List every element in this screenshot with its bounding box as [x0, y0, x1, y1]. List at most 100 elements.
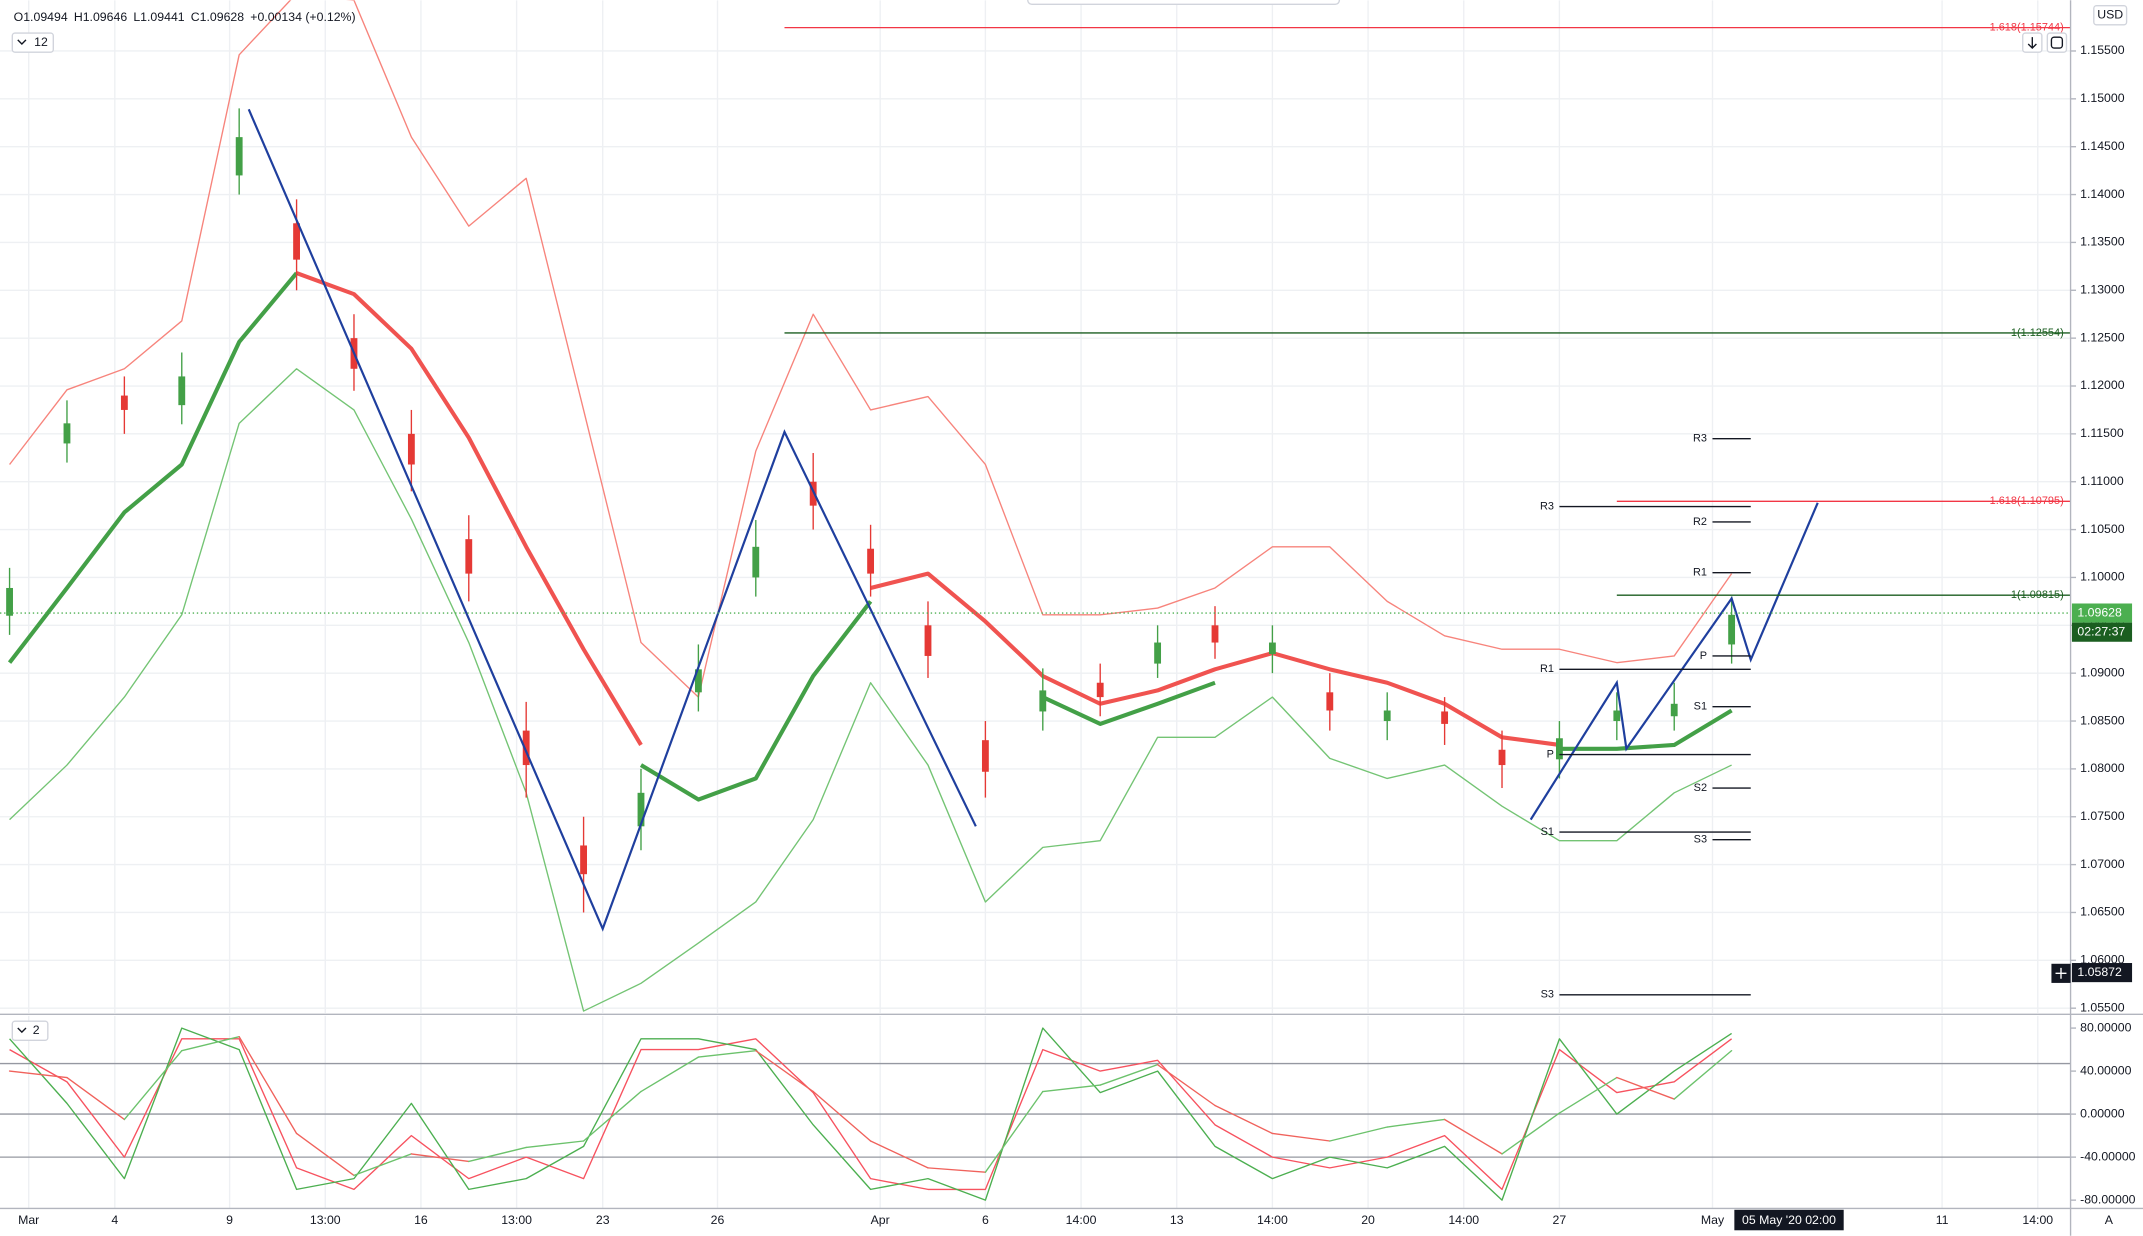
oscillator-segment [353, 1153, 413, 1177]
oscillator-segment [8, 1070, 68, 1079]
series-line [7, 271, 1733, 802]
last-price-label: 1.09628 [2077, 605, 2122, 619]
ohlc-legend: O1.09494 H1.09646 L1.09441 C1.09628 +0.0… [14, 10, 356, 24]
oscillator-segment [238, 1035, 298, 1135]
candle-body [637, 792, 645, 827]
oscillator-pane [0, 1015, 2071, 1209]
candle-body [1096, 682, 1104, 698]
oscillator-segment [869, 1140, 929, 1169]
currency-button[interactable]: USD [2093, 5, 2128, 26]
oscillator-segment [927, 1167, 987, 1173]
crosshair-time-label: 05 May '20 02:00 [1742, 1213, 1836, 1227]
y-tick-label: 1.10000 [2080, 570, 2125, 584]
y-tick-label: 1.07000 [2080, 857, 2125, 871]
open-value: O1.09494 [14, 10, 68, 24]
oscillator-segment [984, 1090, 1044, 1173]
oscillator-segment [1099, 1063, 1159, 1086]
x-tick-label: 23 [596, 1213, 610, 1227]
oscillator-segment [1501, 1112, 1561, 1155]
candle-body [867, 548, 875, 574]
x-tick-label: 13:00 [310, 1213, 341, 1227]
candle-body [1383, 710, 1391, 722]
y-tick-label: -40.00000 [2080, 1149, 2136, 1163]
candle-body [6, 587, 13, 616]
x-tick-label: 11 [1936, 1213, 1949, 1227]
pivot-label: R2 [1693, 516, 1707, 528]
add-button[interactable] [2051, 963, 2071, 983]
close-value: C1.09628 [191, 10, 244, 24]
price-pane: 1.618(1.15744) 1(1.12554) 1.618(1.10795) 1(… [0, 0, 2071, 1013]
oscillator-segment [181, 1035, 240, 1052]
countdown-box [2071, 622, 2133, 642]
zigzag-line [1529, 502, 1819, 821]
interval-button[interactable]: 12 [11, 32, 54, 53]
pivot-label: S2 [1694, 782, 1707, 794]
y-tick-label: 40.00000 [2080, 1063, 2131, 1077]
y-tick-label: 1.15000 [2080, 91, 2125, 105]
candle-body [1613, 710, 1621, 722]
y-tick-label: 1.10500 [2080, 522, 2125, 536]
x-tick-label: 16 [414, 1213, 428, 1227]
candle-body [1670, 703, 1678, 717]
candle-body [1154, 642, 1162, 664]
x-tick-label: May [1701, 1213, 1725, 1227]
arrow-icon [2027, 37, 2037, 50]
oscillator-segment [295, 1132, 355, 1177]
candle-body [235, 137, 243, 176]
y-tick-label: 1.08500 [2080, 713, 2125, 727]
x-tick-label: 14:00 [1257, 1213, 1288, 1227]
x-tick-label: 26 [711, 1213, 725, 1227]
pivot-label: S3 [1694, 834, 1707, 846]
x-tick-label: 4 [111, 1213, 118, 1227]
crosshair-price-label: 1.05872 [2077, 965, 2122, 979]
oscillator-segment [1271, 1132, 1331, 1142]
fib-label: 1(1.09815) [2011, 589, 2064, 601]
pivot-label: R3 [1540, 501, 1554, 513]
candle-body [809, 481, 817, 506]
interval-box[interactable] [11, 32, 54, 53]
currency-box[interactable] [2093, 5, 2128, 26]
scroll-buttons[interactable] [2022, 32, 2068, 53]
y-tick-label: 1.12000 [2080, 378, 2125, 392]
oscillator-segment [755, 1049, 814, 1093]
oscillator-segment [525, 1140, 585, 1149]
reset-button[interactable] [2046, 32, 2068, 53]
y-tick-label: 1.11000 [2080, 474, 2124, 488]
y-tick-label: 1.12500 [2080, 330, 2125, 344]
fib-label: 1.618(1.10795) [1990, 495, 2064, 507]
y-tick-label: 1.11500 [2080, 426, 2124, 440]
oscillator-segment [697, 1049, 757, 1058]
candle-body [1728, 614, 1736, 645]
oscillator-segment [1156, 1063, 1216, 1107]
oscillator-segment [640, 1056, 700, 1093]
oscillator-segment [1443, 1118, 1503, 1155]
x-tick-label: 27 [1553, 1213, 1567, 1227]
oscillator-segment [468, 1146, 527, 1163]
x-tick-label: 14:00 [1066, 1213, 1097, 1227]
pane-box[interactable] [11, 1020, 49, 1041]
y-tick-label: 1.07500 [2080, 809, 2125, 823]
axes: Mar 4 9 13:00 16 13:00 23 26 Apr 6 14:00 13 14:00 20 1… [18, 43, 2136, 1231]
y-tick-label: 1.13000 [2080, 283, 2125, 297]
fib-label: 1.618(1.15744) [1990, 22, 2064, 34]
y-tick-label: 1.14500 [2080, 139, 2125, 153]
plus-icon [2055, 967, 2067, 979]
candle-body [465, 539, 473, 574]
pane-label: 2 [33, 1023, 40, 1037]
pivot-label: R1 [1540, 663, 1554, 675]
x-tick-label: 14:00 [2022, 1213, 2053, 1227]
pivot-label: R1 [1693, 567, 1707, 579]
x-tick-label: 13 [1170, 1213, 1184, 1227]
change-value: +0.00134 (+0.12%) [250, 10, 355, 24]
pane-collapse-button[interactable]: 2 [11, 1020, 49, 1041]
candle-body [293, 223, 300, 260]
x-tick-label: 20 [1361, 1213, 1375, 1227]
candle-body [1326, 692, 1334, 711]
auto-scale-button[interactable]: A [2105, 1213, 2114, 1227]
candle-body [580, 845, 588, 875]
candle-body [1268, 642, 1276, 655]
oscillator-segment [812, 1090, 872, 1142]
series-line [9, 1038, 1733, 1191]
